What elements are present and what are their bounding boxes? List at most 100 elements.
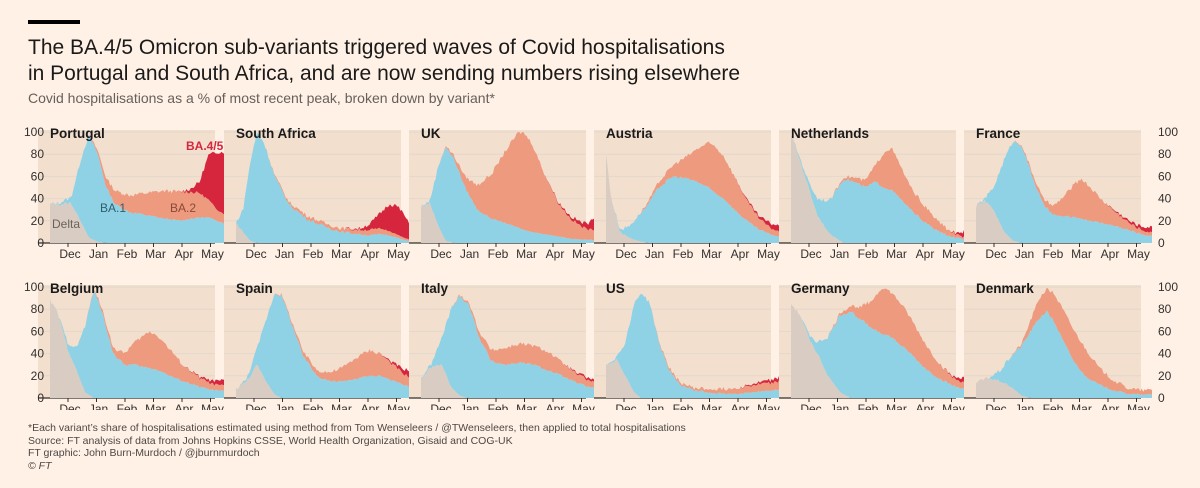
x-tick-label: Feb	[117, 402, 138, 410]
panel-south-africa: South Africa Dec Jan Feb Mar Apr May	[224, 126, 412, 261]
x-tick-label: Jan	[645, 402, 664, 410]
x-tick-label: Dec	[245, 247, 266, 261]
x-tick-label: Feb	[303, 402, 324, 410]
y-tick-label: 60	[1158, 169, 1172, 183]
chart-subtitle: Covid hospitalisations as a % of most re…	[28, 90, 495, 106]
x-tick-label: Apr	[916, 247, 935, 261]
area-ba-4-5	[976, 140, 1152, 233]
y-tick-label: 40	[31, 347, 45, 361]
x-tick-label: Mar	[516, 247, 537, 261]
panel-germany: Germany Dec Jan Feb Mar Apr May	[779, 281, 967, 410]
area-ba-1	[236, 293, 412, 398]
area-ba-2	[791, 135, 967, 240]
y-tick-label: 0	[1158, 391, 1165, 405]
x-tick-label: Mar	[1071, 402, 1092, 410]
y-tick-label: 100	[1158, 125, 1178, 139]
area-delta	[606, 358, 782, 398]
area-ba-2	[791, 288, 967, 389]
x-tick-label: Mar	[516, 402, 537, 410]
x-tick-label: Mar	[145, 247, 166, 261]
y-tick-label: 80	[1158, 302, 1172, 316]
x-tick-label: Mar	[331, 402, 352, 410]
area-ba-2	[606, 293, 782, 395]
x-tick-label: Mar	[145, 402, 166, 410]
area-delta	[791, 135, 967, 243]
x-tick-label: Apr	[175, 247, 194, 261]
x-tick-label: Dec	[615, 402, 636, 410]
area-ba-4-5	[421, 132, 597, 231]
annotation-ba-4-5: BA.4/5	[186, 139, 224, 153]
x-tick-label: Feb	[488, 247, 509, 261]
panel-title: UK	[421, 126, 441, 141]
x-tick-label: Jan	[645, 247, 664, 261]
area-ba-1	[50, 135, 226, 243]
y-tick-label: 40	[1158, 192, 1172, 206]
area-ba-1	[791, 304, 967, 398]
x-tick-label: Dec	[985, 247, 1006, 261]
x-tick-label: May	[942, 247, 965, 261]
x-tick-label: Apr	[361, 247, 380, 261]
area-ba-1	[606, 293, 782, 398]
x-tick-label: Jan	[89, 247, 108, 261]
x-tick-label: Feb	[673, 247, 694, 261]
area-delta	[50, 202, 226, 243]
area-ba-2	[50, 290, 226, 392]
panel-title: Netherlands	[791, 126, 869, 141]
area-ba-1	[421, 295, 597, 398]
panel-title: Denmark	[976, 281, 1034, 296]
x-tick-label: Apr	[546, 402, 565, 410]
area-ba-1	[976, 310, 1152, 398]
annotation-delta: Delta	[52, 217, 80, 231]
x-tick-label: May	[1127, 247, 1150, 261]
x-tick-label: Jan	[460, 402, 479, 410]
y-tick-label: 0	[37, 236, 44, 250]
y-tick-label: 100	[1158, 280, 1178, 294]
chart-title-line-1: The BA.4/5 Omicron sub-variants triggere…	[28, 36, 725, 59]
small-multiples-chart: Portugal Dec Jan Feb Mar Apr May 0 20 40 60 80 100 So…	[24, 125, 1178, 410]
y-tick-label: 40	[1158, 347, 1172, 361]
x-tick-label: Dec	[245, 402, 266, 410]
x-tick-label: May	[1127, 402, 1150, 410]
methodology-note: *Each variant’s share of hospitalisation…	[28, 422, 686, 434]
y-tick-label: 60	[1158, 324, 1172, 338]
y-tick-label: 0	[1158, 236, 1165, 250]
area-delta	[976, 377, 1152, 398]
source-note: Source: FT analysis of data from Johns H…	[28, 434, 513, 447]
x-tick-label: Feb	[488, 402, 509, 410]
x-tick-label: Apr	[1101, 247, 1120, 261]
area-ba-4-5	[606, 293, 782, 391]
area-delta	[50, 298, 226, 398]
x-tick-label: Jan	[830, 247, 849, 261]
x-tick-label: Dec	[800, 247, 821, 261]
panel-title: US	[606, 281, 625, 296]
x-tick-label: Dec	[59, 247, 80, 261]
x-tick-label: May	[757, 402, 780, 410]
panel-title: South Africa	[236, 126, 316, 141]
panel-uk: UK Dec Jan Feb Mar Apr May	[409, 126, 597, 261]
x-tick-label: Mar	[331, 247, 352, 261]
x-tick-label: Dec	[430, 247, 451, 261]
x-tick-label: Apr	[1101, 402, 1120, 410]
y-tick-label: 20	[31, 369, 45, 383]
panel-austria: Austria Dec Jan Feb Mar Apr May	[594, 126, 782, 261]
x-tick-label: Jan	[1015, 247, 1034, 261]
area-ba-1	[421, 147, 597, 243]
x-tick-label: Feb	[858, 247, 879, 261]
x-tick-label: Feb	[117, 247, 138, 261]
area-ba-2	[236, 292, 412, 390]
area-ba-2	[606, 141, 782, 238]
x-tick-label: May	[201, 402, 224, 410]
area-ba-1	[791, 135, 967, 243]
area-ba-2	[50, 135, 226, 224]
x-tick-label: Apr	[546, 247, 565, 261]
x-tick-label: May	[942, 402, 965, 410]
panel-france: France Dec Jan Feb Mar Apr May 0 20 40 60 80 100	[964, 125, 1178, 261]
x-tick-label: Dec	[985, 402, 1006, 410]
panel-us: US Dec Jan Feb Mar Apr May	[594, 281, 782, 410]
panel-title: Italy	[421, 281, 449, 296]
x-tick-label: Mar	[701, 402, 722, 410]
annotation-ba-2: BA.2	[170, 201, 196, 215]
y-tick-label: 80	[31, 147, 45, 161]
y-tick-label: 40	[31, 192, 45, 206]
area-ba-1	[236, 133, 412, 243]
